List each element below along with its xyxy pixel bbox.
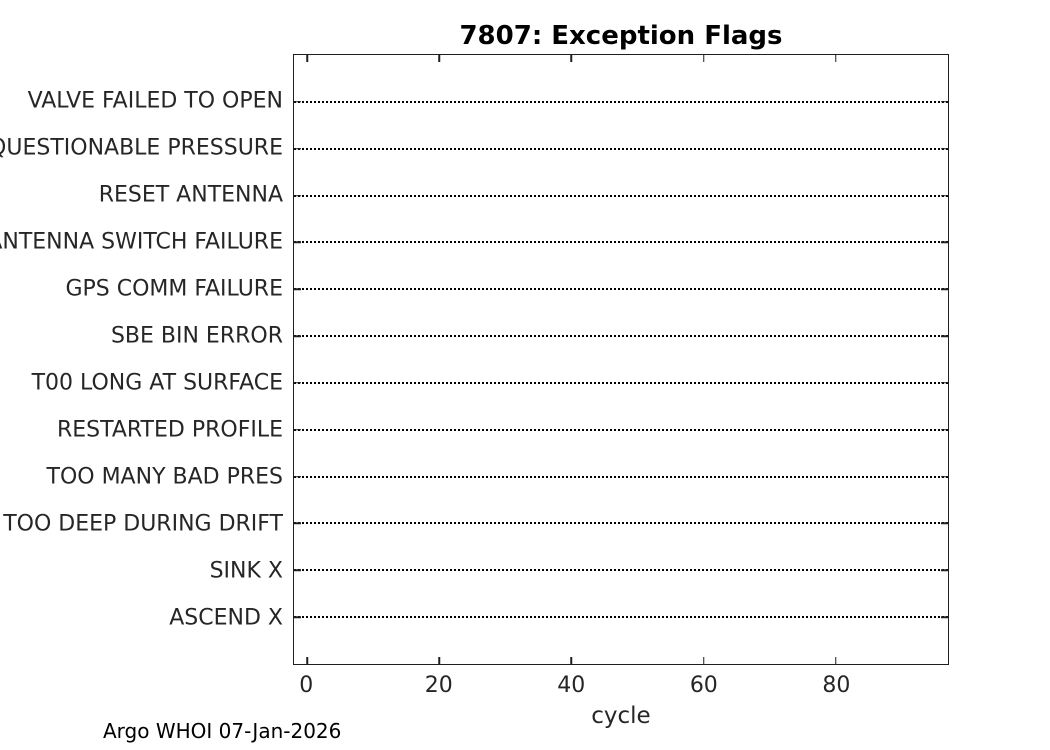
y-axis-category-label: ASCEND X [169, 605, 283, 631]
category-baseline [294, 335, 948, 338]
plot-area [293, 54, 949, 665]
caption: Argo WHOI 07-Jan-2026 [103, 719, 342, 743]
y-axis-category-label: VALVE FAILED TO OPEN [27, 88, 283, 114]
category-baseline [294, 428, 948, 431]
category-baseline [294, 569, 948, 572]
y-tick-right [941, 194, 948, 197]
category-baseline [294, 616, 948, 619]
x-tick-labels: 0 20 40 60 80 [293, 673, 949, 701]
category-baseline [294, 522, 948, 525]
x-tick-bottom [306, 657, 308, 664]
x-tick-top [834, 55, 837, 62]
x-tick-bottom [702, 657, 705, 664]
y-tick-left [294, 335, 301, 337]
y-axis-category-label: QUESTIONABLE PRESSURE [0, 135, 283, 161]
y-axis-category-label: T00 LONG AT SURFACE [31, 370, 283, 396]
x-tick-label: 80 [822, 673, 851, 698]
y-tick-right [941, 101, 948, 103]
y-tick-left [294, 429, 301, 431]
x-tick-bottom [834, 657, 837, 664]
y-tick-left [294, 288, 301, 290]
category-baseline [294, 381, 948, 384]
y-axis-category-label: ANTENNA SWITCH FAILURE [0, 229, 283, 255]
y-tick-right [941, 475, 948, 478]
category-baseline [294, 194, 948, 197]
y-tick-right [941, 522, 948, 525]
x-tick-bottom [570, 657, 573, 664]
y-axis-category-label: SBE BIN ERROR [110, 323, 283, 349]
y-tick-right [941, 241, 948, 244]
y-tick-right [941, 616, 948, 618]
y-tick-left [294, 194, 301, 197]
x-tick-label: 20 [424, 673, 453, 698]
y-axis-category-label: RESET ANTENNA [98, 182, 283, 208]
y-tick-left [294, 475, 301, 478]
x-tick-label: 60 [689, 673, 718, 698]
y-tick-left [294, 147, 301, 150]
y-tick-left [294, 569, 301, 572]
x-tick-top [306, 55, 308, 62]
y-tick-right [941, 288, 948, 290]
x-tick-label: 40 [557, 673, 586, 698]
y-tick-left [294, 522, 301, 525]
category-baseline [294, 475, 948, 478]
x-tick-label: 0 [299, 673, 314, 698]
x-tick-top [438, 55, 441, 62]
x-tick-bottom [438, 657, 441, 664]
chart-title: 7807: Exception Flags [459, 21, 783, 51]
y-tick-right [941, 382, 948, 384]
y-axis-category-label: RESTARTED PROFILE [56, 417, 283, 443]
y-tick-right [941, 147, 948, 150]
x-tick-top [570, 55, 573, 62]
y-axis-category-label: GPS COMM FAILURE [65, 276, 283, 302]
y-tick-left [294, 101, 301, 103]
category-baseline [294, 241, 948, 244]
category-baseline [294, 100, 948, 103]
y-axis-category-label: SINK X [209, 558, 283, 584]
y-axis-category-label: TOO DEEP DURING DRIFT [3, 511, 283, 537]
y-tick-left [294, 382, 301, 384]
y-tick-left [294, 241, 301, 244]
y-tick-right [941, 429, 948, 431]
y-tick-left [294, 616, 301, 618]
category-baseline [294, 147, 948, 150]
x-axis-label: cycle [591, 703, 651, 729]
x-tick-top [702, 55, 705, 62]
y-axis-labels: VALVE FAILED TO OPEN QUESTIONABLE PRESSUR… [0, 54, 283, 665]
category-baseline [294, 288, 948, 291]
y-tick-right [941, 335, 948, 337]
y-axis-category-label: TOO MANY BAD PRES [46, 464, 283, 490]
y-tick-right [941, 569, 948, 572]
